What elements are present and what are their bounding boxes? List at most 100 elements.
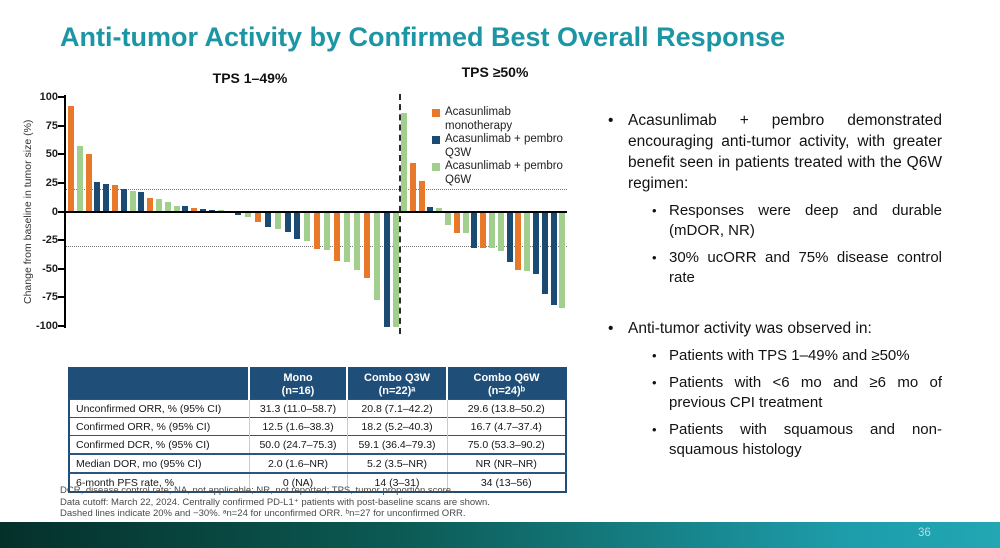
q3w-swatch: [432, 136, 440, 144]
legend-item-mono: Acasunlimab monotherapy: [432, 106, 564, 133]
row-value: 31.3 (11.0–58.7): [248, 399, 347, 418]
page-number: 36: [918, 527, 931, 539]
bar-q6w: [244, 212, 251, 218]
table-row: Median DOR, mo (95% CI) 2.0 (1.6–NR) 5.2 (…: [69, 453, 566, 473]
bar-q6w: [373, 212, 380, 300]
row-value: 50.0 (24.7–75.3): [248, 435, 347, 454]
row-value: 20.8 (7.1–42.2): [346, 399, 447, 418]
chart-legend: Acasunlimab monotherapy Acasunlimab + pem…: [432, 106, 564, 187]
y-tick-mark: [58, 239, 65, 242]
bar-mono: [334, 212, 340, 261]
bullet-marker: •: [652, 422, 657, 437]
bullet-sub: • 30% ucORR and 75% disease control rate: [652, 248, 942, 288]
bar-q6w: [76, 146, 83, 212]
bar-q6w: [353, 212, 360, 270]
bar-q6w: [489, 212, 495, 248]
legend-label: Acasunlimab + pembro Q6W: [445, 160, 563, 186]
bar-q3w: [541, 212, 548, 294]
mono-swatch: [432, 109, 440, 117]
bar-mono: [515, 212, 522, 270]
bar-q6w: [497, 212, 504, 252]
bar-q3w: [103, 184, 110, 212]
bullet-group: • Acasunlimab + pembro demonstrated encou…: [608, 110, 942, 288]
row-value: 14 (3–31): [346, 472, 447, 492]
bullet-sub-text: 30% ucORR and 75% disease control rate: [669, 249, 942, 286]
results-table: Mono (n=16) Combo Q3W (n=22)ᵃ Combo Q6W (n=24…: [68, 367, 567, 493]
bar-mono: [112, 185, 118, 212]
table-header-cell: [69, 368, 249, 400]
bar-mono: [254, 212, 261, 222]
row-value: 16.7 (4.7–37.4): [446, 417, 566, 436]
bar-q3w: [427, 206, 434, 212]
row-value: 0 (NA): [248, 472, 347, 492]
section-divider-line: [399, 94, 401, 334]
waterfall-plot: [58, 94, 567, 334]
bar-q3w: [94, 181, 101, 212]
table-row: 6-month PFS rate, % 0 (NA) 14 (3–31) 34 (13…: [69, 472, 566, 492]
bullet-main: • Anti-tumor activity was observed in:: [608, 318, 942, 339]
y-axis: 100 75 50 25 0 -25 -50 -75 -100: [18, 91, 58, 332]
header-line2: (n=22)ᵃ: [378, 384, 416, 397]
bar-q3w: [182, 205, 189, 212]
bullet-sub: • Responses were deep and durable (mDOR, …: [652, 201, 942, 241]
zero-line: [65, 210, 567, 213]
bar-mono: [68, 106, 74, 212]
bar-q6w: [129, 190, 136, 212]
bar-q3w: [533, 212, 539, 275]
results-table-body: Unconfirmed ORR, % (95% CI) 31.3 (11.0–58…: [69, 399, 566, 492]
bar-q6w: [164, 202, 171, 212]
y-tick-label: -100: [35, 320, 58, 332]
row-value: 29.6 (13.8–50.2): [446, 399, 566, 418]
y-tick-label: 50: [45, 148, 58, 161]
table-row: Unconfirmed ORR, % (95% CI) 31.3 (11.0–58…: [69, 399, 566, 418]
bar-mono: [191, 208, 198, 212]
bar-mono: [453, 212, 460, 234]
header-line1: Mono: [283, 372, 313, 384]
row-label: 6-month PFS rate, %: [69, 472, 249, 492]
row-value: NR (NR–NR): [446, 453, 566, 473]
threshold-line-20: [65, 188, 567, 190]
table-header-cell: Combo Q6W (n=24)ᵇ: [446, 368, 566, 400]
y-tick-label: 100: [39, 91, 58, 103]
bar-q6w: [393, 212, 400, 327]
bullet-panel: • Acasunlimab + pembro demonstrated encou…: [608, 110, 942, 490]
row-label: Median DOR, mo (95% CI): [69, 453, 249, 473]
row-value: 12.5 (1.6–38.3): [248, 417, 347, 436]
bullet-sub-text: Patients with <6 mo and ≥6 mo of previou…: [669, 374, 942, 411]
bar-mono: [409, 163, 416, 212]
table-header-cell: Mono (n=16): [248, 368, 347, 400]
legend-item-q3w: Acasunlimab + pembro Q3W: [432, 133, 564, 160]
bar-q3w: [550, 212, 557, 306]
row-value: 59.1 (36.4–79.3): [346, 435, 447, 454]
section-label-tps-ge-50: TPS ≥50%: [461, 64, 529, 80]
bullet-marker: •: [652, 375, 657, 390]
bar-q6w: [401, 113, 407, 212]
bullet-main: • Acasunlimab + pembro demonstrated encou…: [608, 110, 942, 194]
y-tick-label: 0: [51, 205, 58, 218]
bar-q6w: [559, 212, 566, 308]
bar-mono: [314, 212, 321, 250]
bullet-sub-text: Patients with squamous and non-squamous …: [669, 421, 942, 458]
bar-q6w: [173, 205, 180, 212]
table-row: Confirmed ORR, % (95% CI) 12.5 (1.6–38.3)…: [69, 417, 566, 436]
bar-q6w: [324, 212, 331, 251]
row-label: Confirmed DCR, % (95% CI): [69, 435, 249, 454]
bar-q3w: [284, 212, 291, 232]
bar-mono: [418, 180, 425, 212]
row-label: Unconfirmed ORR, % (95% CI): [69, 399, 249, 418]
bar-q3w: [235, 212, 241, 215]
bar-q6w: [524, 212, 531, 271]
bullet-marker: •: [652, 348, 657, 363]
y-tick-mark: [58, 325, 65, 327]
bar-q3w: [294, 212, 301, 239]
legend-label: Acasunlimab monotherapy: [445, 106, 513, 132]
y-tick-mark: [58, 153, 65, 156]
bar-q6w: [462, 212, 469, 234]
bullet-sub-text: Responses were deep and durable (mDOR, N…: [669, 202, 942, 239]
results-table-header: Mono (n=16) Combo Q3W (n=22)ᵃ Combo Q6W (n=24…: [69, 368, 566, 400]
footnote-line: Dashed lines indicate 20% and −30%. ᵃn=2…: [60, 508, 466, 519]
y-tick-label: -75: [42, 291, 58, 304]
legend-label: Acasunlimab + pembro Q3W: [445, 133, 563, 159]
y-tick-mark: [58, 210, 65, 213]
bar-q3w: [138, 192, 145, 212]
